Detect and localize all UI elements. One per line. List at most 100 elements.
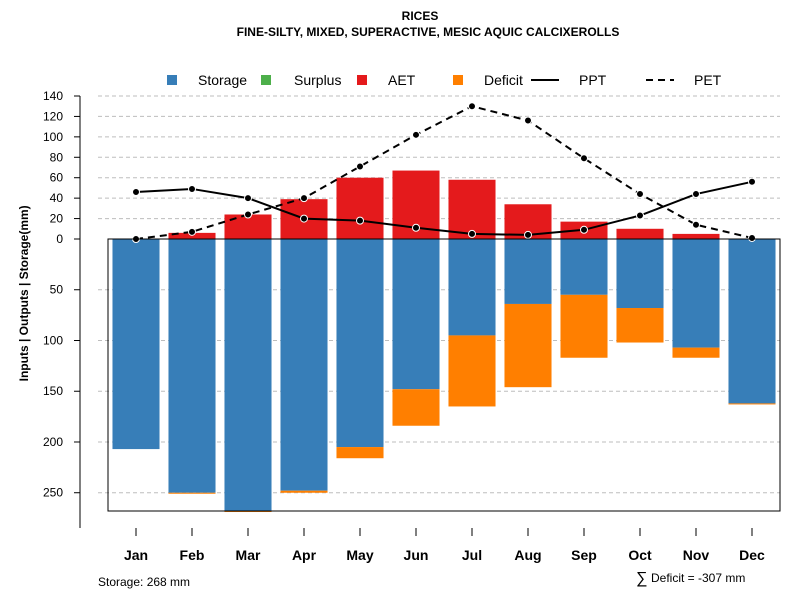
ppt-point (636, 211, 644, 220)
ppt-point (580, 225, 588, 234)
pet-point (692, 220, 700, 229)
chart-title: RICES (402, 9, 439, 23)
ppt-point (524, 230, 532, 239)
pet-point (244, 210, 252, 219)
y-tick-label: 100 (43, 130, 63, 144)
x-tick-label: Apr (292, 547, 317, 563)
ppt-point (188, 184, 196, 193)
aet-bar (336, 177, 384, 239)
pet-point (580, 154, 588, 163)
pet-point (524, 116, 532, 125)
x-tick-label: Mar (236, 547, 261, 563)
deficit-bar (728, 403, 776, 405)
pet-point (468, 102, 476, 111)
legend-swatch-storage (167, 75, 177, 85)
deficit-bar (616, 308, 664, 343)
pet-line (135, 105, 753, 240)
lower-box (107, 238, 781, 512)
legend-label-surplus: Surplus (294, 72, 341, 88)
legend-label-ppt: PPT (579, 72, 607, 88)
y-tick-label: 40 (50, 191, 64, 205)
x-tick-label: Dec (739, 547, 765, 563)
deficit-bar (672, 347, 720, 358)
y-tick-label: 80 (50, 150, 64, 164)
y-tick-label: 60 (50, 171, 64, 185)
ppt-point (356, 216, 364, 225)
footer-deficit: Deficit = -307 mm (651, 571, 745, 585)
legend-label-pet: PET (694, 72, 722, 88)
storage-bar (336, 239, 384, 448)
y-tick-label: 150 (43, 384, 63, 398)
axes (74, 95, 781, 536)
legend-swatch-aet (357, 75, 367, 85)
footer-storage: Storage: 268 mm (98, 575, 190, 589)
aet-bar (672, 233, 720, 239)
ppt-point (748, 177, 756, 186)
storage-bar (168, 239, 216, 493)
pet-point (188, 227, 196, 236)
pet-point (300, 194, 308, 203)
deficit-bar (560, 294, 608, 358)
storage-bar (672, 239, 720, 348)
storage-bar (392, 239, 440, 390)
y-tick-label: 50 (50, 283, 64, 297)
y-tick-label: 120 (43, 109, 63, 123)
x-tick-label: May (346, 547, 373, 563)
deficit-bar (168, 492, 216, 494)
legend-label-deficit: Deficit (484, 72, 523, 88)
pet-point (412, 130, 420, 139)
ppt-point (132, 188, 140, 197)
x-tick-label: Nov (683, 547, 710, 563)
y-tick-label: 140 (43, 89, 63, 103)
ppt-line (135, 180, 753, 236)
chart-subtitle: FINE-SILTY, MIXED, SUPERACTIVE, MESIC AQ… (237, 25, 620, 39)
x-tick-label: Oct (628, 547, 652, 563)
aet-bar (616, 228, 664, 239)
ppt-point (692, 190, 700, 199)
y-tick-label: 250 (43, 486, 63, 500)
storage-bar (448, 239, 496, 336)
y-tick-label: 100 (43, 333, 63, 347)
deficit-bar (336, 447, 384, 459)
y-axis-unit: (mm) (17, 205, 31, 234)
ppt-point (244, 194, 252, 203)
deficit-bar (280, 490, 328, 493)
storage-bar (112, 239, 160, 450)
x-tick-label: Feb (180, 547, 205, 563)
pet-point (748, 233, 756, 242)
deficit-bar (224, 511, 272, 513)
storage-bar (560, 239, 608, 295)
x-tick-label: Sep (571, 547, 597, 563)
y-tick-label: 0 (56, 232, 63, 246)
storage-bar (504, 239, 552, 304)
x-tick-label: Jun (404, 547, 429, 563)
legend-swatch-surplus (261, 75, 271, 85)
lines (132, 102, 756, 243)
x-tick-label: Jan (124, 547, 148, 563)
pet-point (356, 162, 364, 171)
bars (112, 170, 776, 513)
storage-bar (224, 239, 272, 511)
x-tick-label: Jul (462, 547, 482, 563)
storage-bar (728, 239, 776, 404)
footer-deficit-symbol: ∑ (636, 570, 647, 587)
x-tick-label: Aug (514, 547, 541, 563)
ppt-point (412, 223, 420, 232)
aet-bar (168, 232, 216, 239)
y-tick-label: 20 (50, 212, 64, 226)
legend-swatch-deficit (453, 75, 463, 85)
storage-bar (616, 239, 664, 309)
legend: Storage Surplus AET Deficit PPT PET (167, 72, 722, 88)
storage-bar (280, 239, 328, 491)
legend-label-storage: Storage (198, 72, 247, 88)
pet-point (636, 190, 644, 199)
deficit-bar (448, 335, 496, 407)
deficit-bar (504, 303, 552, 388)
deficit-bar (392, 389, 440, 426)
y-axis-label: Inputs | Outputs | Storage (17, 234, 31, 381)
ppt-point (468, 229, 476, 238)
ppt-point (300, 214, 308, 223)
legend-label-aet: AET (388, 72, 416, 88)
